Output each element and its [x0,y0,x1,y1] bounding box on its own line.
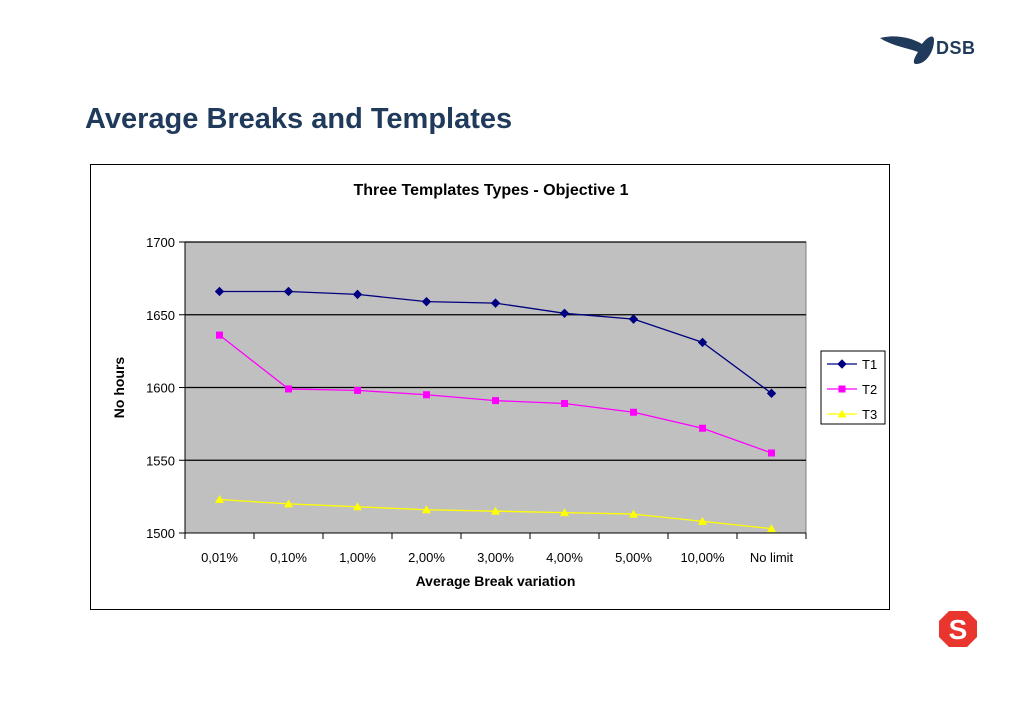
x-tick-label: No limit [750,550,794,565]
s-train-icon: S [939,611,977,647]
legend-label: T2 [862,382,877,397]
legend-label: T3 [862,407,877,422]
data-point-t3 [215,495,224,504]
y-tick-label: 1650 [146,308,175,323]
x-tick-label: 5,00% [615,550,652,565]
data-point-t3 [698,516,707,525]
chart-title: Three Templates Types - Objective 1 [353,182,628,199]
data-point-t3 [560,508,569,517]
data-point-t2 [492,397,499,405]
data-point-t3 [491,506,500,515]
data-point-t1 [559,308,570,319]
svg-text:S: S [949,614,968,645]
data-point-t1 [490,298,501,308]
data-point-t1 [421,296,432,307]
y-tick-label: 1550 [146,453,175,468]
x-tick-label: 3,00% [477,550,514,565]
data-point-t2 [216,331,223,339]
data-point-t3 [767,524,776,533]
chart-frame: Three Templates Types - Objective 1 1500 1… [90,164,890,610]
data-point-t3 [422,505,431,514]
data-point-t2 [354,386,361,394]
x-axis-label: Average Break variation [416,573,576,589]
data-point-t1 [283,286,294,297]
y-axis-label: No hours [111,357,127,419]
dsb-logo [878,30,988,70]
legend-box [820,350,886,425]
x-tick-label: 0,10% [270,550,307,565]
legend-marker [838,385,846,393]
line-chart: Three Templates Types - Objective 1 1500 1… [111,182,886,589]
data-point-t2 [768,449,775,457]
data-point-t2 [423,391,430,399]
data-point-t1 [697,337,708,348]
data-point-t1 [628,314,639,324]
data-point-t2 [561,400,568,408]
x-tick-label: 0,01% [201,550,238,565]
legend-marker [837,359,847,369]
data-point-t3 [284,499,293,508]
legend-label: T1 [862,357,877,372]
data-point-t2 [699,424,706,432]
data-point-t2 [630,408,637,416]
brand-name: DSB [936,38,976,58]
dsb-wing-icon [880,36,934,64]
s-logo: S [937,609,979,649]
x-tick-label: 4,00% [546,550,583,565]
y-tick-label: 1600 [146,381,175,396]
x-tick-label: 2,00% [408,550,445,565]
data-point-t1 [214,286,225,297]
x-tick-label: 1,00% [339,550,376,565]
x-tick-label: 10,00% [680,550,725,565]
data-point-t3 [629,509,638,518]
slide-title: Average Breaks and Templates [85,103,513,135]
legend-marker [837,409,847,418]
data-point-t1 [766,388,777,399]
data-point-t3 [353,502,362,511]
data-point-t2 [285,385,292,393]
y-tick-label: 1500 [146,526,175,541]
y-tick-label: 1700 [146,235,175,250]
data-point-t1 [352,289,363,300]
